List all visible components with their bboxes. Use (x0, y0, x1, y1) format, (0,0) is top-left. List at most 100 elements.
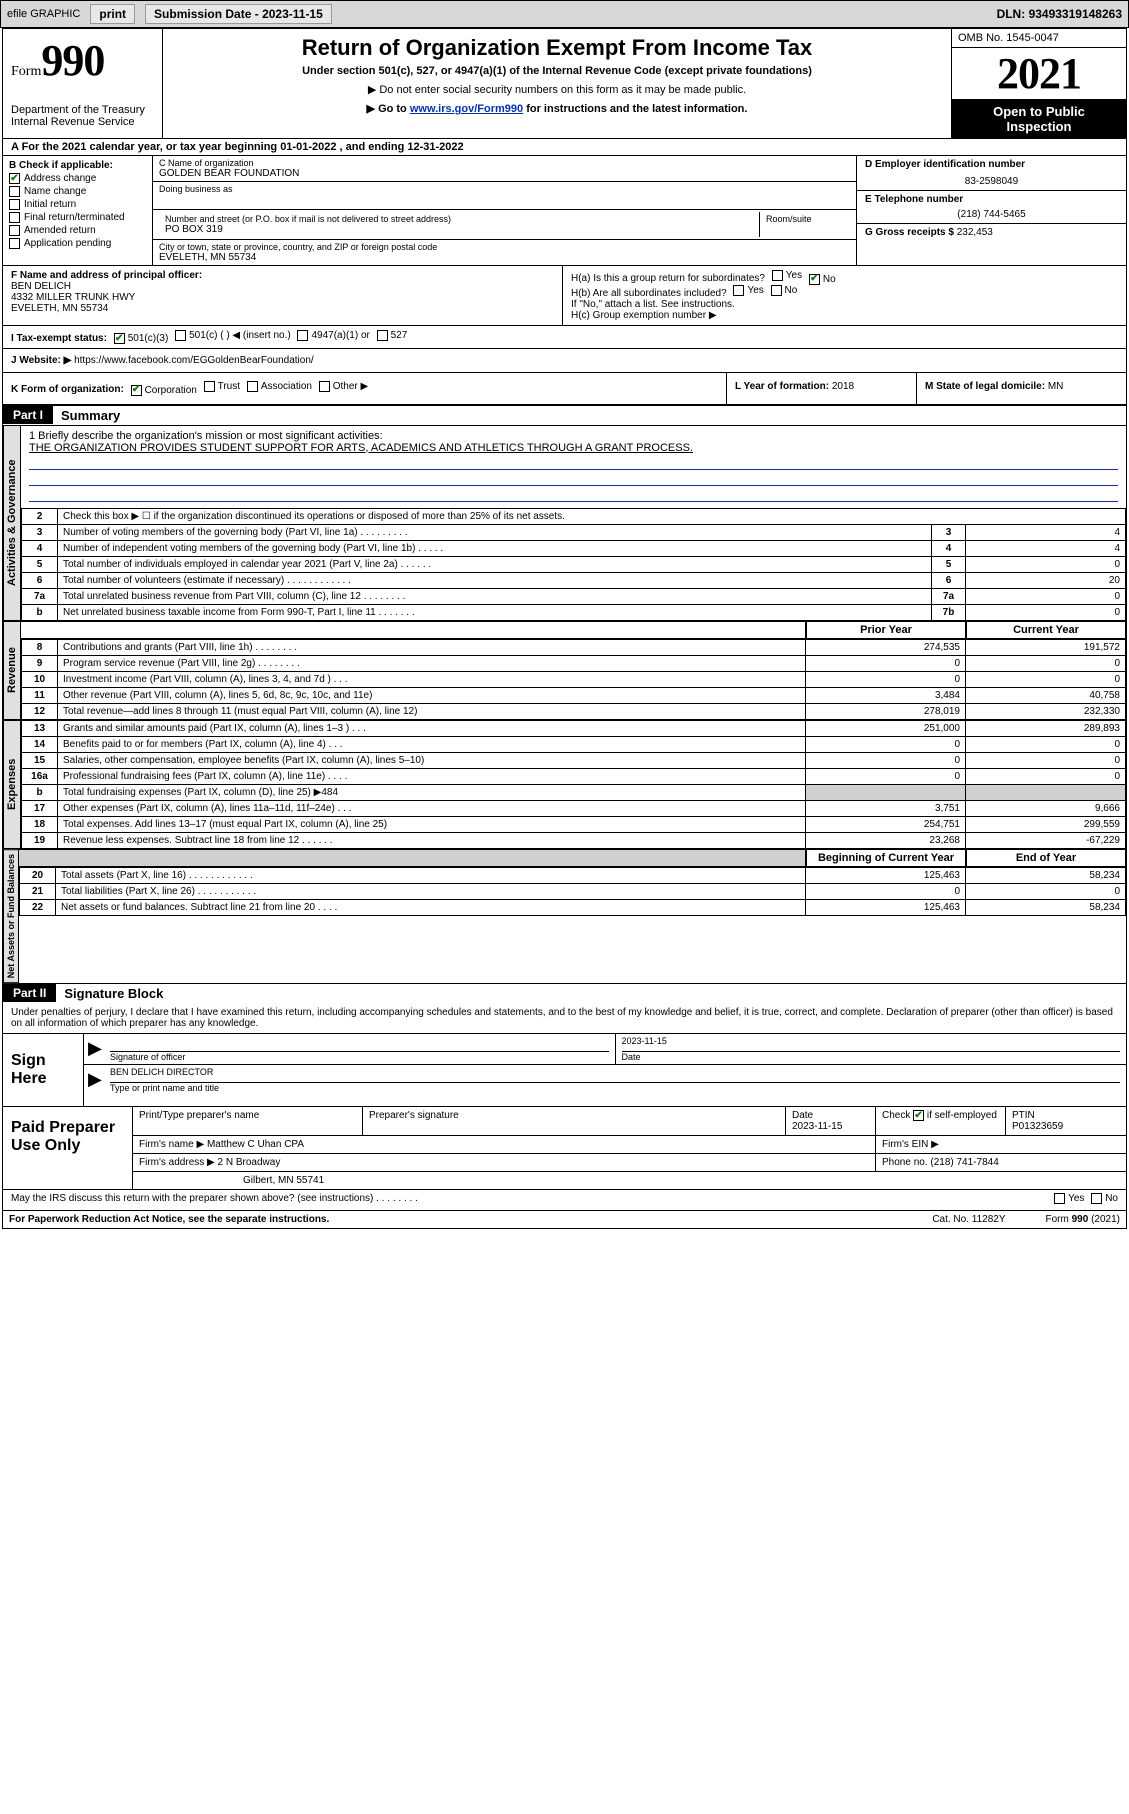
col-b-checkboxes: B Check if applicable: Address changeNam… (3, 156, 153, 265)
form-word: Form (11, 64, 41, 79)
phone-value: (218) 744-5465 (865, 209, 1118, 220)
4947-checkbox[interactable] (297, 330, 308, 341)
gross-receipts-label: G Gross receipts $ (865, 227, 957, 238)
ha-yes-checkbox[interactable] (772, 270, 783, 281)
form-edition: Form 990 (2021) (1046, 1214, 1120, 1225)
org-name-label: C Name of organization (159, 158, 850, 168)
colb-item: Amended return (9, 225, 146, 236)
colb-checkbox[interactable] (9, 199, 20, 210)
efile-topbar: efile GRAPHIC print Submission Date - 20… (0, 0, 1129, 28)
revenue-table: 8Contributions and grants (Part VIII, li… (21, 639, 1126, 720)
form-header: Form990 Department of the Treasury Inter… (3, 29, 1126, 139)
part1-badge: Part I (3, 406, 53, 424)
phone-label: E Telephone number (865, 194, 1118, 205)
part2-title: Signature Block (56, 984, 171, 1003)
table-row: 17Other expenses (Part IX, column (A), l… (22, 800, 1126, 816)
table-row: 6Total number of volunteers (estimate if… (22, 572, 1126, 588)
preparer-name-label: Print/Type preparer's name (133, 1107, 363, 1135)
governance-vlabel: Activities & Governance (3, 425, 21, 621)
ha-no-checkbox[interactable] (809, 274, 820, 285)
print-button[interactable]: print (90, 4, 135, 24)
assoc-checkbox[interactable] (247, 381, 258, 392)
discuss-yes-checkbox[interactable] (1054, 1193, 1065, 1204)
ptin-value: P01323659 (1012, 1121, 1063, 1132)
blank-line (29, 488, 1118, 502)
colb-label: Amended return (24, 225, 96, 236)
expenses-table: 13Grants and similar amounts paid (Part … (21, 720, 1126, 849)
ein-label: D Employer identification number (865, 159, 1118, 170)
discuss-text: May the IRS discuss this return with the… (11, 1193, 418, 1207)
page-footer: For Paperwork Reduction Act Notice, see … (3, 1210, 1126, 1228)
cat-no: Cat. No. 11282Y (932, 1214, 1005, 1225)
table-row: 22Net assets or fund balances. Subtract … (20, 899, 1126, 915)
arrow-icon: ▶ (84, 1065, 104, 1095)
firm-phone-label: Phone no. (882, 1157, 930, 1168)
other-checkbox[interactable] (319, 381, 330, 392)
year-formation-value: 2018 (832, 381, 854, 392)
subsection-text: Under section 501(c), 527, or 4947(a)(1)… (171, 65, 943, 77)
table-row: 15Salaries, other compensation, employee… (22, 752, 1126, 768)
prep-date-label: Date (792, 1110, 813, 1121)
org-name: GOLDEN BEAR FOUNDATION (159, 168, 850, 179)
discuss-no-checkbox[interactable] (1091, 1193, 1102, 1204)
colb-checkbox[interactable] (9, 173, 20, 184)
colb-label: Name change (24, 186, 86, 197)
firm-addr-label: Firm's address ▶ (139, 1157, 218, 1168)
colb-checkbox[interactable] (9, 225, 20, 236)
discuss-row: May the IRS discuss this return with the… (3, 1189, 1126, 1210)
end-year-header: End of Year (966, 849, 1126, 867)
paperwork-notice: For Paperwork Reduction Act Notice, see … (9, 1214, 329, 1225)
527-checkbox[interactable] (377, 330, 388, 341)
row-f-h: F Name and address of principal officer:… (3, 266, 1126, 326)
hb-no-checkbox[interactable] (771, 285, 782, 296)
colb-checkbox[interactable] (9, 238, 20, 249)
entity-block: B Check if applicable: Address changeNam… (3, 156, 1126, 266)
colb-label: Initial return (24, 199, 76, 210)
irs-link[interactable]: www.irs.gov/Form990 (410, 103, 523, 115)
colb-checkbox[interactable] (9, 186, 20, 197)
paid-preparer-block: Paid Preparer Use Only Print/Type prepar… (3, 1106, 1126, 1189)
hb-yes-checkbox[interactable] (733, 285, 744, 296)
table-row: 14Benefits paid to or for members (Part … (22, 736, 1126, 752)
sign-here-label: Sign Here (3, 1034, 83, 1106)
prep-date-value: 2023-11-15 (792, 1121, 842, 1132)
table-row: 13Grants and similar amounts paid (Part … (22, 720, 1126, 736)
header-right: OMB No. 1545-0047 2021 Open to PublicIns… (951, 29, 1126, 138)
mission-prompt: 1 Briefly describe the organization's mi… (29, 430, 1118, 442)
col-right: D Employer identification number 83-2598… (856, 156, 1126, 265)
colb-label: Address change (24, 173, 96, 184)
501c3-checkbox[interactable] (114, 333, 125, 344)
part2-header-row: Part II Signature Block (3, 983, 1126, 1003)
officer-label: F Name and address of principal officer: (11, 270, 554, 281)
h-b-note: If "No," attach a list. See instructions… (571, 299, 1118, 310)
part2-badge: Part II (3, 984, 56, 1002)
prior-year-header: Prior Year (806, 621, 966, 639)
firm-ein-label: Firm's EIN ▶ (876, 1136, 1126, 1153)
revenue-vlabel: Revenue (3, 621, 21, 720)
current-year-header: Current Year (966, 621, 1126, 639)
header-mid: Return of Organization Exempt From Incom… (163, 29, 951, 138)
mission-text: THE ORGANIZATION PROVIDES STUDENT SUPPOR… (29, 442, 1118, 454)
return-title: Return of Organization Exempt From Incom… (171, 35, 943, 61)
table-row: 21Total liabilities (Part X, line 26) . … (20, 883, 1126, 899)
corp-checkbox[interactable] (131, 385, 142, 396)
table-row: bTotal fundraising expenses (Part IX, co… (22, 784, 1126, 800)
form-number: 990 (41, 36, 104, 85)
table-row: bNet unrelated business taxable income f… (22, 604, 1126, 620)
name-title-label: Type or print name and title (110, 1083, 1120, 1093)
state-domicile-label: M State of legal domicile: (925, 381, 1048, 392)
h-a: H(a) Is this a group return for subordin… (571, 270, 1118, 285)
colb-checkbox[interactable] (9, 212, 20, 223)
col-c-org: C Name of organization GOLDEN BEAR FOUND… (153, 156, 856, 265)
colb-label: Application pending (24, 238, 111, 249)
table-row: 10Investment income (Part VIII, column (… (22, 671, 1126, 687)
street-label: Number and street (or P.O. box if mail i… (165, 214, 753, 224)
self-employed-checkbox[interactable] (913, 1110, 924, 1121)
table-row: 20Total assets (Part X, line 16) . . . .… (20, 867, 1126, 883)
trust-checkbox[interactable] (204, 381, 215, 392)
firm-phone: (218) 741-7844 (930, 1157, 998, 1168)
governance-table: 2Check this box ▶ ☐ if the organization … (21, 508, 1126, 621)
firm-addr1: 2 N Broadway (218, 1157, 281, 1168)
501c-checkbox[interactable] (175, 330, 186, 341)
website-value: https://www.facebook.com/EGGoldenBearFou… (74, 355, 314, 366)
